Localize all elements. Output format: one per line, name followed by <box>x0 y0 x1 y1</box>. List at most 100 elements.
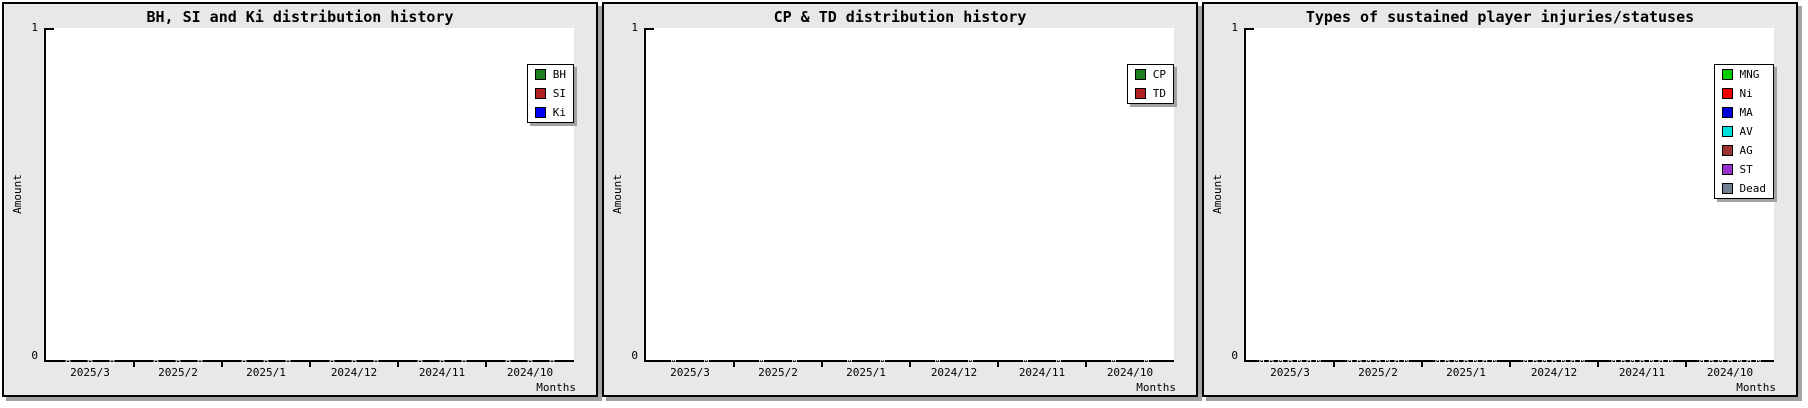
bar-value-label: 0 <box>1268 356 1275 367</box>
legend-item: MNG <box>1721 68 1767 81</box>
bar-value-label: 0 <box>1305 356 1312 367</box>
bar-value-label: 0 <box>350 356 358 367</box>
bar-value-label: 0 <box>1110 356 1117 367</box>
legend-label: MNG <box>1739 68 1760 81</box>
bar-value-label: 0 <box>934 356 941 367</box>
bar-value-label: 0 <box>1286 356 1294 367</box>
bar-value-label: 0 <box>758 356 765 367</box>
bar-value-label: 0 <box>526 356 534 367</box>
bar-value-label: 0 <box>1472 356 1479 367</box>
legend-swatch-icon <box>1721 164 1733 175</box>
y-axis-max-tick-mark <box>46 28 54 30</box>
bar-value-label: 0 <box>1393 356 1400 367</box>
bar-value-label: 0 <box>1755 356 1762 367</box>
x-axis-tick-label: 2024/12 <box>930 366 978 379</box>
x-axis-tick-label: 2024/11 <box>1618 366 1666 379</box>
bar-value-label: 0 <box>967 356 974 367</box>
y-axis-max-tick-label: 1 <box>631 21 638 34</box>
legend-item: TD <box>1134 87 1166 100</box>
bar-value-label: 0 <box>1481 356 1488 367</box>
legend-label: ST <box>1739 163 1753 176</box>
bar-value-label: 0 <box>1620 356 1627 367</box>
bar-value-label: 0 <box>1296 356 1303 367</box>
bar-value-label: 0 <box>1745 356 1752 367</box>
bar-value-label: 0 <box>1569 356 1576 367</box>
bar-value-label: 0 <box>1374 356 1382 367</box>
bar-value-label: 0 <box>438 356 446 367</box>
bar-value-label: 0 <box>1541 356 1548 367</box>
bar-value-label: 0 <box>196 356 204 367</box>
x-axis-tick-label: 2025/1 <box>846 366 886 379</box>
legend-box: CP TD <box>1126 64 1174 104</box>
bar-value-label: 0 <box>670 356 677 367</box>
bar-value-label: 0 <box>1610 356 1617 367</box>
chart-panel: BH, SI and Ki distribution history 1 0 A… <box>2 2 598 397</box>
legend-item: BH <box>534 69 566 80</box>
y-axis-max-tick-label: 1 <box>31 21 38 34</box>
x-axis-tick-mark <box>1685 362 1687 367</box>
bar-value-label: 0 <box>846 356 853 367</box>
legend-swatch-icon <box>1721 88 1733 99</box>
x-axis-tick-label: 2025/3 <box>70 366 110 379</box>
legend-item: Ni <box>1721 87 1767 100</box>
legend-swatch-icon <box>534 69 546 80</box>
bar-value-label: 0 <box>1055 356 1062 367</box>
x-axis-tick-mark <box>1333 362 1335 367</box>
x-axis-title: Months <box>1736 381 1776 394</box>
bar-value-label: 0 <box>1258 356 1265 367</box>
x-axis-tick-mark <box>909 362 911 367</box>
bar-value-label: 0 <box>152 356 160 367</box>
bar-value-label: 0 <box>791 356 798 367</box>
bar-value-label: 0 <box>1717 356 1724 367</box>
y-axis-title: Amount <box>1211 174 1224 214</box>
x-axis-tick-label: 2025/2 <box>1358 366 1398 379</box>
legend-label: MA <box>1739 106 1753 119</box>
x-axis-title: Months <box>1136 381 1176 394</box>
bar-value-label: 0 <box>1522 356 1529 367</box>
bar-value-label: 0 <box>1143 356 1150 367</box>
legend-swatch-icon <box>1721 183 1733 194</box>
x-axis-tick-label: 2024/11 <box>1018 366 1066 379</box>
y-axis-min-tick-label: 0 <box>31 349 38 362</box>
x-axis-tick-label: 2024/10 <box>506 366 554 379</box>
legend-label: SI <box>552 87 566 100</box>
chart-title: BH, SI and Ki distribution history <box>146 8 454 26</box>
bar-value-label: 0 <box>416 356 424 367</box>
bar-value-label: 0 <box>1648 356 1655 367</box>
chart-panel: Types of sustained player injuries/statu… <box>1202 2 1798 397</box>
legend-swatch-icon <box>1134 88 1146 99</box>
legend-item: Ki <box>534 107 566 118</box>
x-axis-tick-label: 2025/2 <box>758 366 798 379</box>
legend-label: AG <box>1739 144 1753 157</box>
x-axis-tick-mark <box>1509 362 1511 367</box>
x-axis-tick-mark <box>133 362 135 367</box>
bar-value-label: 0 <box>86 356 94 367</box>
bar-value-label: 0 <box>1629 356 1636 367</box>
x-axis-tick-mark <box>485 362 487 367</box>
legend-label: TD <box>1152 87 1166 100</box>
legend-swatch-icon <box>1721 126 1733 137</box>
bar-value-label: 0 <box>1657 356 1664 367</box>
bar-value-label: 0 <box>1667 356 1674 367</box>
bar-value-label: 0 <box>1403 356 1410 367</box>
y-axis-min-tick-label: 0 <box>631 349 638 362</box>
bar-value-label: 0 <box>328 356 336 367</box>
legend-box: BH SI Ki <box>526 64 574 123</box>
bar-value-label: 0 <box>1022 356 1029 367</box>
x-axis-tick-mark <box>1085 362 1087 367</box>
bar-value-label: 0 <box>372 356 380 367</box>
bar-value-label: 0 <box>1277 356 1284 367</box>
plot-area <box>644 28 1174 362</box>
legend-label: Ni <box>1739 87 1753 100</box>
x-axis-tick-label: 2025/1 <box>1446 366 1486 379</box>
bar-value-label: 0 <box>1491 356 1498 367</box>
legend-swatch-icon <box>1721 107 1733 118</box>
y-axis-title: Amount <box>611 174 624 214</box>
y-axis-min-tick-label: 0 <box>1231 349 1238 362</box>
legend-swatch-icon <box>534 107 546 118</box>
legend-item: AV <box>1721 126 1767 137</box>
chart-title: Types of sustained player injuries/statu… <box>1305 8 1695 26</box>
bar-value-label: 0 <box>1560 356 1567 367</box>
legend-swatch-icon <box>1134 69 1146 80</box>
